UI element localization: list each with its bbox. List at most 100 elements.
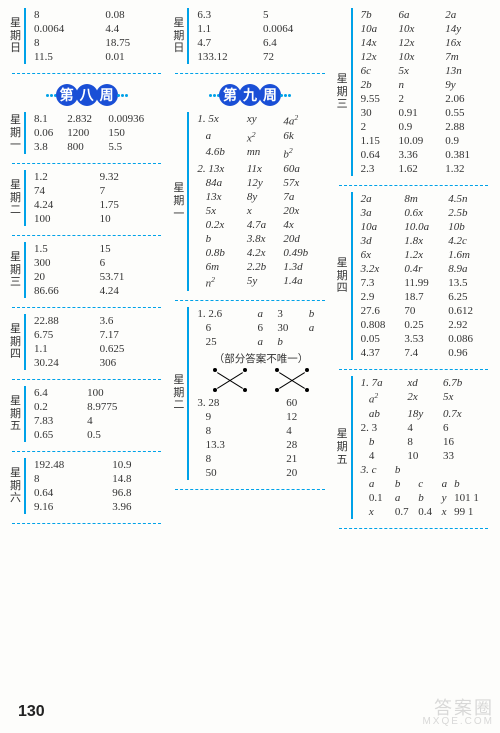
cell: 18.7 xyxy=(402,290,446,304)
cell: n xyxy=(396,78,443,92)
cell: 0.2x xyxy=(195,218,245,232)
cell: 0.6x xyxy=(402,206,446,220)
cell: a xyxy=(359,477,393,491)
cell: 1.3d xyxy=(281,260,326,274)
cell: 3a xyxy=(359,206,403,220)
cross-diagrams xyxy=(195,368,326,392)
c1-sun: 星期日 80.08 0.00644.4 818.75 11.50.01 xyxy=(10,8,163,64)
cell: 0.808 xyxy=(359,318,403,332)
cell: 10x xyxy=(396,22,443,36)
cell: 7.4 xyxy=(402,346,446,360)
cell: 0.9 xyxy=(443,134,490,148)
cell: 5x xyxy=(396,64,443,78)
cell: 3. c xyxy=(359,463,393,477)
cell xyxy=(307,335,327,349)
cell: c xyxy=(416,477,439,491)
cell: 60 xyxy=(284,396,326,410)
cell: 2.06 xyxy=(443,92,490,106)
cell: b xyxy=(416,491,439,505)
cell: 2x xyxy=(405,390,441,407)
cell: 1. 2.6 xyxy=(195,307,255,321)
cell xyxy=(440,463,453,477)
cell: 5x xyxy=(441,390,483,407)
separator xyxy=(12,73,161,74)
cell: 0.49b xyxy=(281,246,326,260)
cell: 2.9 xyxy=(359,290,403,304)
cell: 8 xyxy=(405,435,441,449)
column-2: 星期日 6.35 1.10.0064 4.76.4 133.1272 第九周 星… xyxy=(173,8,326,535)
column-3: 星期三 7b6a2a10a10x14y14x12x16x12x10x7m6c5x… xyxy=(337,8,490,535)
cell: 2.3 xyxy=(359,162,397,176)
cell: 0.4 xyxy=(416,505,439,519)
cell: 16 xyxy=(441,435,483,449)
cell: 1.4a xyxy=(281,274,326,291)
cell: 0.7x xyxy=(441,407,483,421)
cell: 3.2x xyxy=(359,262,403,276)
cell: 0.25 xyxy=(402,318,446,332)
watermark: 答案圈 MXQE.COM xyxy=(422,699,494,727)
cell: y xyxy=(440,491,453,505)
cell: b xyxy=(275,335,306,349)
cell: 1.8x xyxy=(402,234,446,248)
cell: 12x xyxy=(359,50,397,64)
cell: 8y xyxy=(245,190,282,204)
cell: 3. 28 xyxy=(195,396,284,410)
cell: 3.8x xyxy=(245,232,282,246)
c1-sat: 星期六 192.4810.9 814.8 0.6496.8 9.163.96 xyxy=(10,458,163,514)
cell: 3 xyxy=(275,307,306,321)
cell: 6 xyxy=(441,421,483,435)
cell: 30 xyxy=(275,321,306,335)
cell: a xyxy=(195,129,245,146)
cell: 57x xyxy=(281,176,326,190)
cell: 12 xyxy=(284,410,326,424)
cell: 10 xyxy=(405,449,441,463)
cell: 4.7a xyxy=(245,218,282,232)
cell: 0.086 xyxy=(446,332,490,346)
c3-fri: 星期五 1. 7axd6.7b a22x5x ab18y0.7x2. 346 b… xyxy=(337,376,490,519)
cell: 4.37 xyxy=(359,346,403,360)
cell: 6x xyxy=(359,248,403,262)
cell: 0.1 xyxy=(359,491,393,505)
cell: b xyxy=(393,463,416,477)
cell: a2 xyxy=(359,390,406,407)
cell: n2 xyxy=(195,274,245,291)
c1-mon: 星期一 8.12.8320.00936 0.061200150 3.88005.… xyxy=(10,112,163,154)
c2-mon: 星期一 1. 5xxy4a2 ax26k 4.6bmnb22. 13x11x60… xyxy=(173,112,326,291)
cell: 20x xyxy=(281,204,326,218)
data-table: 80.08 0.00644.4 818.75 11.50.01 xyxy=(32,8,163,64)
cell: 4 xyxy=(284,424,326,438)
cell: 9 xyxy=(195,410,284,424)
cell: 8.9a xyxy=(446,262,490,276)
cell: 4 xyxy=(359,449,406,463)
cell: x2 xyxy=(245,129,282,146)
cell: 1.62 xyxy=(396,162,443,176)
cell: 27.6 xyxy=(359,304,403,318)
cell: 0.55 xyxy=(443,106,490,120)
cell: 9y xyxy=(443,78,490,92)
c3-wed: 星期三 7b6a2a10a10x14y14x12x16x12x10x7m6c5x… xyxy=(337,8,490,176)
cell: 33 xyxy=(441,449,483,463)
day-label: 星期日 xyxy=(10,8,26,64)
cell: 14x xyxy=(359,36,397,50)
cell: 13n xyxy=(443,64,490,78)
cell: b xyxy=(307,307,327,321)
cell: 16x xyxy=(443,36,490,50)
cell: 5x xyxy=(195,204,245,218)
cell: 18y xyxy=(405,407,441,421)
cell: x xyxy=(440,505,453,519)
cell: 10a xyxy=(359,22,397,36)
cell: 2 xyxy=(359,120,397,134)
cell: b xyxy=(195,232,245,246)
cell: 3d xyxy=(359,234,403,248)
cell: 14y xyxy=(443,22,490,36)
column-1: 星期日 80.08 0.00644.4 818.75 11.50.01 第 八 … xyxy=(10,8,163,535)
cell: 10x xyxy=(396,50,443,64)
cell: 10.0a xyxy=(402,220,446,234)
cell: 2b xyxy=(359,78,397,92)
cell xyxy=(416,463,439,477)
cell: 0.612 xyxy=(446,304,490,318)
cell: 10b xyxy=(446,220,490,234)
cell xyxy=(483,435,490,449)
cell: 1.15 xyxy=(359,134,397,148)
cell: 3.53 xyxy=(402,332,446,346)
